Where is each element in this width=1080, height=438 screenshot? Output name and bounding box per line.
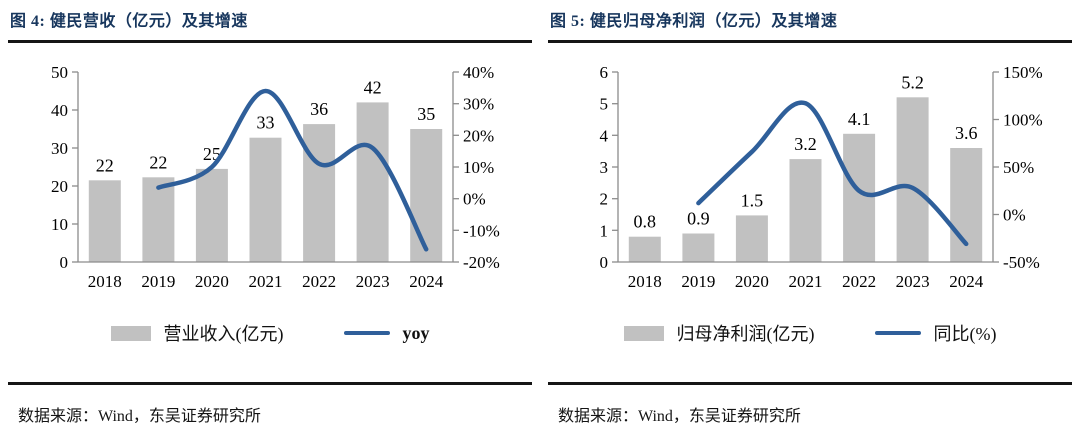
right-axis-tick-label: -10% (463, 221, 500, 240)
x-axis-category-label: 2019 (681, 272, 715, 291)
right-axis-tick-label: -20% (463, 253, 500, 272)
x-axis-category-label: 2022 (302, 272, 336, 291)
growth-line (156, 88, 429, 252)
x-axis-category-label: 2021 (249, 272, 283, 291)
bar-2023 (356, 102, 389, 263)
x-axis-category-label: 2023 (356, 272, 390, 291)
right-axis-tick-label: 10% (463, 158, 494, 177)
x-axis-category-label: 2020 (735, 272, 769, 291)
bar-2018 (628, 236, 661, 262)
right-axis-tick-label: 0% (1003, 206, 1026, 225)
figure-4-title-rule (8, 40, 532, 43)
line-series-label: 同比(%) (933, 324, 997, 344)
bar-value-label: 22 (149, 152, 167, 172)
bar-value-label: 3.6 (955, 123, 978, 143)
bar-value-label: 3.2 (794, 134, 817, 154)
right-axis-tick-label: -50% (1003, 253, 1040, 272)
bar-series-label: 归母净利润(亿元) (676, 324, 815, 344)
bar-2019 (682, 233, 715, 262)
left-axis-tick-label: 2 (600, 190, 609, 209)
bar-2021 (249, 137, 282, 262)
bar-value-label: 22 (96, 155, 114, 175)
bar-legend-entry: 营业收入(亿元) (110, 320, 284, 346)
bar-value-label: 33 (257, 113, 275, 133)
left-axis-tick-label: 0 (60, 253, 69, 272)
right-axis-tick-label: 0% (463, 190, 486, 209)
figure-4-title: 图 4: 健民营收（亿元）及其增速 (10, 13, 248, 30)
x-axis-category-label: 2021 (789, 272, 823, 291)
bar-series-swatch-icon (110, 325, 151, 341)
bar-2020 (195, 168, 228, 262)
growth-line (696, 100, 969, 247)
bar-series-swatch-icon (623, 325, 664, 341)
figure-5-bottom-rule (548, 382, 1072, 385)
line-series-swatch-icon (874, 331, 921, 335)
x-axis-category-label: 2018 (628, 272, 662, 291)
figure-4-legend: 营业收入(亿元) yoy (8, 320, 532, 346)
line-legend-entry: 同比(%) (874, 320, 997, 346)
bar-value-label: 36 (310, 99, 328, 119)
right-axis-tick-label: 20% (463, 126, 494, 145)
bar-2022 (843, 133, 876, 263)
x-axis-category-label: 2024 (949, 272, 984, 291)
figure-4-panel: 图 4: 健民营收（亿元）及其增速 50 40 30 20 10 0 40% 30% 20% 10… (8, 0, 532, 438)
right-axis-tick-label: 150% (1003, 63, 1043, 82)
figure-4-source-note: 数据来源：Wind，东吴证券研究所 (18, 408, 261, 425)
x-axis-category-label: 2023 (896, 272, 930, 291)
bar-value-label: 35 (417, 104, 435, 124)
right-axis-tick-label: 50% (1003, 158, 1034, 177)
bar-value-label: 4.1 (848, 109, 871, 129)
revenue-growth-chart: 50 40 30 20 10 0 40% 30% 20% 10% 0% -10% -20% 2018 201… (51, 63, 500, 291)
figure-5-source-note: 数据来源：Wind，东吴证券研究所 (558, 408, 801, 425)
left-axis-tick-label: 6 (600, 63, 609, 82)
figure-5-title: 图 5: 健民归母净利润（亿元）及其增速 (550, 13, 838, 30)
left-axis-tick-label: 5 (600, 95, 609, 114)
figure-5-panel: 图 5: 健民归母净利润（亿元）及其增速 6 5 4 3 2 1 0 150% 100% 50% 0… (548, 0, 1072, 438)
right-axis-tick-label: 100% (1003, 111, 1043, 130)
left-axis-tick-label: 10 (51, 215, 68, 234)
left-axis-tick-label: 40 (51, 101, 68, 120)
left-axis-tick-label: 1 (600, 221, 609, 240)
figure-5-legend: 归母净利润(亿元) 同比(%) (548, 320, 1072, 346)
bar-2019 (142, 177, 175, 262)
bar-legend-entry: 归母净利润(亿元) (623, 320, 815, 346)
left-axis-tick-label: 3 (600, 158, 609, 177)
x-axis-category-label: 2019 (141, 272, 175, 291)
figure-4-bottom-rule (8, 382, 532, 385)
left-axis-tick-label: 30 (51, 139, 68, 158)
bar-value-label: 42 (364, 77, 382, 97)
bar-series-label: 营业收入(亿元) (163, 324, 284, 344)
bar-2018 (88, 180, 121, 262)
left-axis-tick-label: 0 (600, 253, 609, 272)
bar-2023 (896, 97, 929, 262)
bar-2020 (735, 215, 768, 262)
bar-2022 (303, 124, 336, 262)
bar-value-label: 1.5 (741, 190, 764, 210)
bar-2021 (789, 159, 822, 262)
bar-2024 (410, 129, 443, 262)
right-axis-tick-label: 30% (463, 95, 494, 114)
left-axis-tick-label: 4 (600, 126, 609, 145)
x-axis-category-label: 2022 (842, 272, 876, 291)
x-axis-category-label: 2018 (88, 272, 122, 291)
line-series-swatch-icon (343, 331, 390, 335)
line-legend-entry: yoy (343, 322, 430, 344)
bar-value-label: 0.8 (634, 212, 657, 232)
x-axis-category-label: 2020 (195, 272, 229, 291)
figure-5-title-rule (548, 40, 1072, 43)
bar-value-label: 0.9 (687, 209, 710, 229)
net-profit-growth-chart: 6 5 4 3 2 1 0 150% 100% 50% 0% -50% 2018 2019 2020 2021… (600, 63, 1043, 291)
line-series-label: yoy (402, 322, 430, 343)
right-axis-tick-label: 40% (463, 63, 494, 82)
bar-value-label: 5.2 (901, 72, 924, 92)
x-axis-category-label: 2024 (409, 272, 444, 291)
left-axis-tick-label: 20 (51, 177, 68, 196)
left-axis-tick-label: 50 (51, 63, 68, 82)
